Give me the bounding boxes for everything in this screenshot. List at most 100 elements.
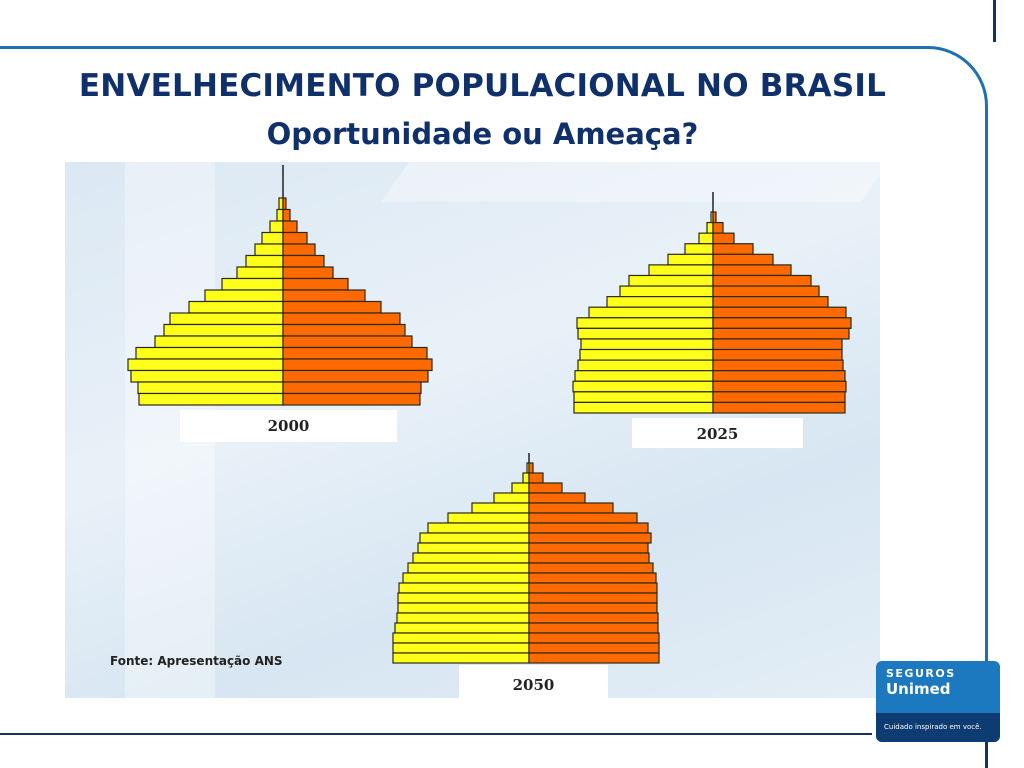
pyramid-bar-right <box>528 582 658 594</box>
pyramid-bar-right <box>282 289 366 303</box>
pyramid-bar-left <box>706 221 714 234</box>
pyramid-bar-left <box>392 632 530 644</box>
pyramid-bar-left <box>619 285 714 298</box>
pyramid-bar-left <box>684 243 714 255</box>
pyramid-bar-right <box>712 243 754 255</box>
pyramid-bar-left <box>628 274 714 287</box>
pyramid-bar-right <box>528 602 658 614</box>
pyramid-label-2000: 2000 <box>180 410 397 442</box>
pyramid-bar-right <box>528 552 650 564</box>
pyramid-bar-right <box>282 369 429 383</box>
pyramid-bar-right <box>282 197 287 211</box>
pyramid-bar-left <box>580 338 714 351</box>
pyramid-bar-left <box>572 380 714 393</box>
pyramid-bar-left <box>163 323 284 337</box>
pyramid-bar-right <box>528 612 659 624</box>
pyramid-bar-left <box>511 482 530 494</box>
pyramid-bar-left <box>398 582 530 594</box>
pyramid-bar-right <box>282 277 349 291</box>
pyramid-bar-right <box>528 472 544 484</box>
pyramid-bar-right <box>528 492 586 504</box>
pyramid-bar-left <box>135 346 284 360</box>
pyramid-bar-right <box>528 512 638 524</box>
pyramid-bar-left <box>667 253 714 266</box>
pyramid-bar-right <box>528 622 659 634</box>
pyramid-bar-right <box>528 592 658 604</box>
pyramid-bar-right <box>282 323 406 337</box>
pyramid-bar-right <box>282 346 428 360</box>
pyramid-bar-left <box>137 381 284 395</box>
pyramid-bar-left <box>236 266 284 280</box>
pyramid-bar-left <box>392 642 530 654</box>
pyramid-bar-right <box>282 300 382 314</box>
pyramid-bar-right <box>712 338 843 351</box>
pyramid-bar-left <box>698 232 714 245</box>
pyramid-bar-right <box>712 391 846 404</box>
logo-line2: Unimed <box>886 680 951 698</box>
pyramid-bar-right <box>528 482 563 494</box>
pyramid-bar-right <box>712 380 847 393</box>
pyramid-bar-right <box>282 220 298 234</box>
pyramid-bar-left <box>276 208 284 222</box>
pyramid-bar-left <box>397 602 530 614</box>
pyramid-2025 <box>572 192 852 414</box>
pyramid-bar-right <box>282 392 421 406</box>
pyramid-bar-right <box>282 231 308 245</box>
pyramid-bar-left <box>471 502 530 514</box>
pyramid-bar-left <box>261 231 284 245</box>
pyramid-bar-left <box>648 264 714 277</box>
pyramid-bar-left <box>427 522 530 534</box>
pyramid-bar-right <box>528 642 660 654</box>
pyramid-bar-left <box>576 317 714 329</box>
pyramid-bar-right <box>712 327 850 340</box>
pyramid-bar-right <box>712 285 820 298</box>
pyramid-bar-left <box>577 359 714 372</box>
pyramid-bar-right <box>282 381 422 395</box>
pyramid-bar-right <box>282 208 291 222</box>
pyramid-2000 <box>127 165 433 406</box>
pyramid-bar-left <box>130 369 284 383</box>
slide-subtitle: Oportunidade ou Ameaça? <box>266 117 699 151</box>
pyramid-bar-left <box>138 392 284 406</box>
pyramid-bar-right <box>282 358 433 372</box>
pyramid-bar-left <box>278 197 284 211</box>
pyramid-bar-left <box>577 327 714 340</box>
pyramid-bar-right <box>282 335 413 349</box>
pyramid-bar-left <box>127 358 284 372</box>
pyramid-bar-left <box>269 220 284 234</box>
pyramid-bar-right <box>282 312 401 326</box>
pyramid-bar-left <box>169 312 284 326</box>
pyramid-label-2050: 2050 <box>459 665 608 698</box>
logo-tagline: Cuidado inspirado em você. <box>876 713 1000 742</box>
pyramid-bar-left <box>417 542 530 554</box>
pyramid-bar-left <box>579 348 714 361</box>
pyramid-bar-left <box>407 562 530 574</box>
pyramid-bar-right <box>712 253 774 266</box>
pyramid-bar-right <box>528 532 652 544</box>
pyramid-bar-left <box>447 512 530 524</box>
pyramid-bar-left <box>254 243 284 257</box>
pyramid-bar-left <box>573 391 714 404</box>
pyramid-bar-left <box>396 612 530 624</box>
pyramid-bar-right <box>528 522 649 534</box>
pyramid-bar-right <box>712 221 724 234</box>
pyramid-bar-left <box>394 622 530 634</box>
pyramid-bar-left <box>204 289 284 303</box>
pyramid-bar-right <box>528 562 654 574</box>
pyramid-bar-right <box>712 296 829 308</box>
pyramid-bar-left <box>221 277 284 291</box>
pyramid-bar-left <box>402 572 530 584</box>
pyramid-bar-left <box>392 652 530 664</box>
pyramid-bar-right <box>528 542 649 554</box>
pyramid-bar-right <box>712 348 843 361</box>
pyramid-bar-right <box>712 317 852 329</box>
pyramid-bar-right <box>282 243 316 257</box>
slide-title: ENVELHECIMENTO POPULACIONAL NO BRASIL <box>78 68 887 104</box>
source-caption: Fonte: Apresentação ANS <box>110 654 283 668</box>
pyramid-2050 <box>392 453 660 664</box>
pyramid-bar-left <box>606 296 714 308</box>
pyramid-bar-left <box>245 254 284 268</box>
pyramid-bar-right <box>528 572 657 584</box>
pyramid-bar-left <box>588 306 714 319</box>
